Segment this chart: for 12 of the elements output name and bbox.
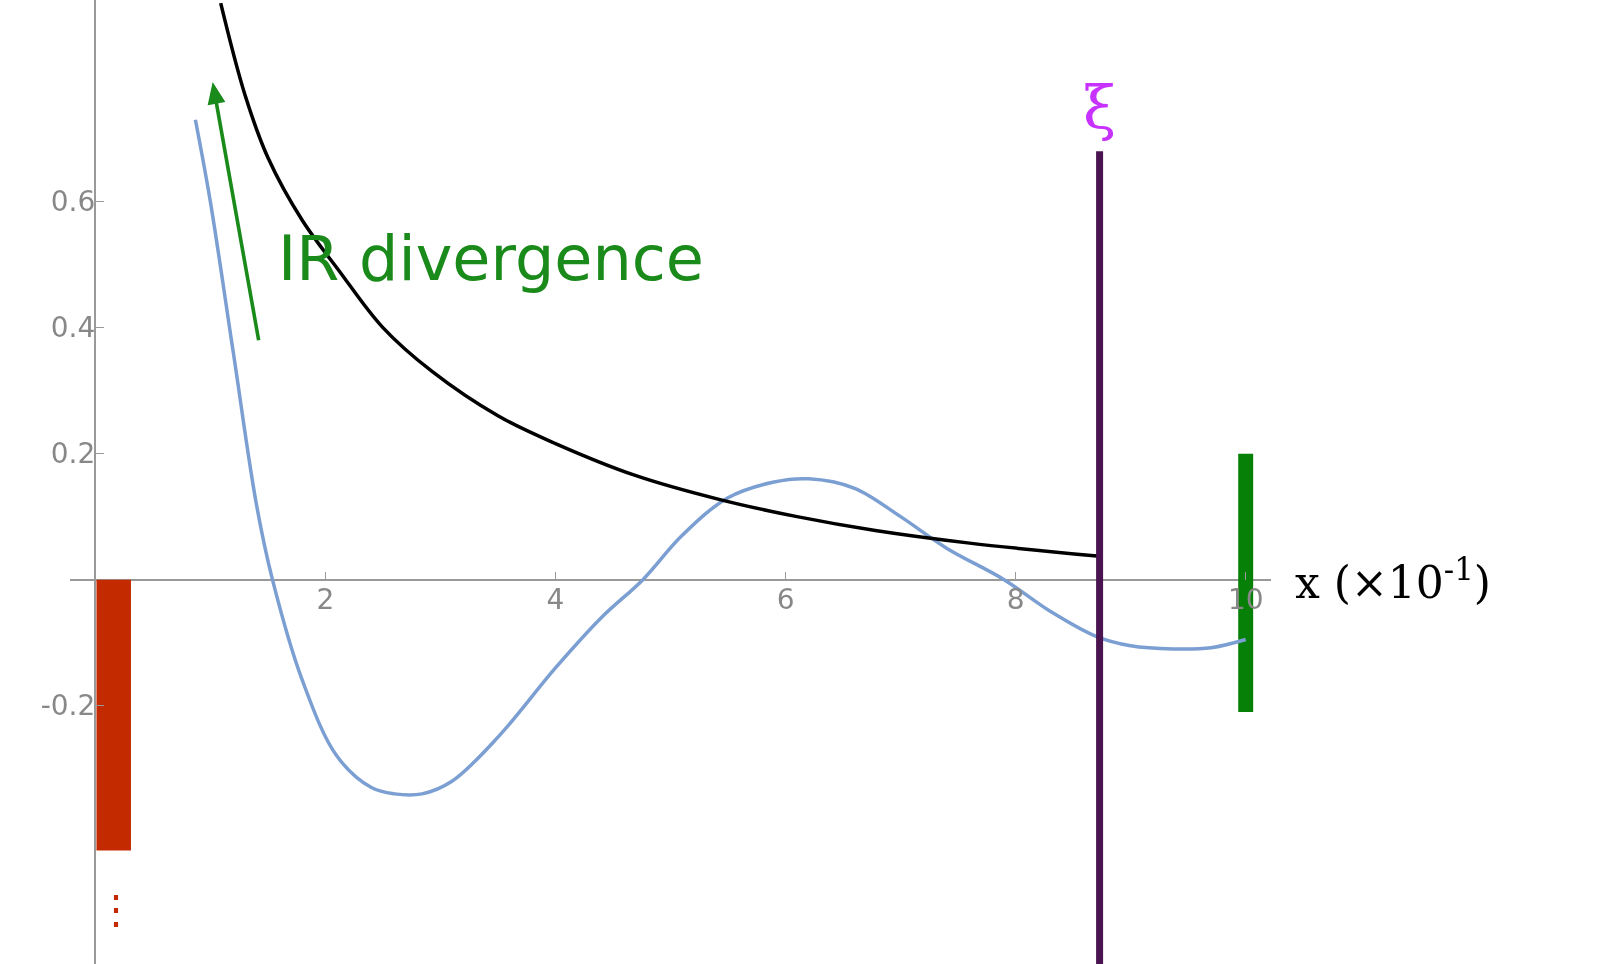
annotation: ⋮ xyxy=(96,880,136,935)
ref-line-label: ξ xyxy=(1083,73,1117,143)
x-tick-label: 2 xyxy=(316,582,335,616)
y-tick-label: 0.4 xyxy=(50,311,96,345)
annotation: IR divergence xyxy=(278,222,704,295)
x-tick-label: 6 xyxy=(776,582,795,616)
x-axis-title: x (×10$^{-1}$) xyxy=(1295,551,1491,609)
y-tick-label: 0.2 xyxy=(50,437,96,471)
y-tick-label: -0.2 xyxy=(40,689,96,723)
y-tick-label: 0.6 xyxy=(50,185,96,219)
x-tick-label: 4 xyxy=(546,582,565,616)
x-tick-label: 8 xyxy=(1006,582,1025,616)
